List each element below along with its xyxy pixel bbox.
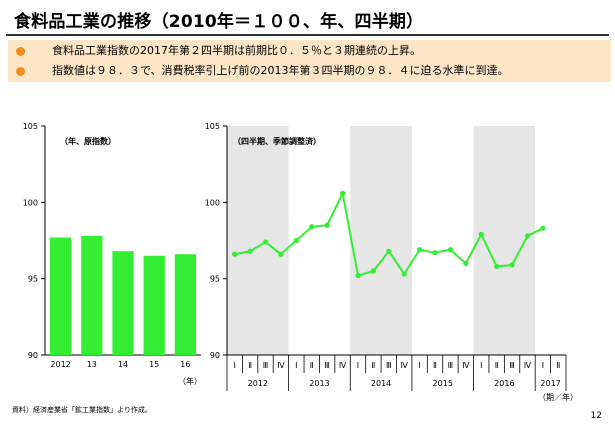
quarter-label: Ⅳ (277, 361, 285, 370)
y-tick-label: 95 (28, 275, 38, 284)
x-unit-label: （年） (178, 376, 202, 386)
year-label: 2017 (540, 379, 560, 388)
quarter-label: Ⅳ (524, 361, 532, 370)
data-point (309, 224, 315, 230)
quarter-label: Ⅳ (339, 361, 347, 370)
data-point (247, 248, 253, 254)
quarter-label: Ⅰ (295, 361, 297, 370)
quarter-label: Ⅲ (386, 361, 392, 370)
bar (174, 254, 197, 355)
data-point (293, 237, 299, 244)
quarter-label: Ⅱ (310, 361, 314, 370)
y-tick-label: 105 (23, 122, 38, 131)
bullet-text: 指数値は９８．３で、消費税率引上げ前の2013年第３四半期の９８．４に迫る水準に… (52, 64, 509, 77)
quarter-label: Ⅱ (433, 361, 437, 370)
bullet-dot-icon (16, 47, 25, 56)
year-label: 2012 (248, 379, 268, 388)
chart-annotation: （四半期、季節調整済） (233, 136, 321, 146)
year-label: 2013 (309, 379, 329, 388)
bar (112, 251, 134, 355)
y-tick-label: 100 (205, 198, 220, 207)
quarter-label: Ⅳ (401, 361, 409, 370)
data-point (524, 233, 531, 239)
data-point (463, 260, 469, 266)
data-point (386, 248, 392, 254)
quarter-label: Ⅳ (462, 361, 470, 370)
quarter-label: Ⅱ (556, 361, 560, 370)
year-label: 2015 (433, 379, 453, 388)
year-shade-band (227, 126, 289, 355)
x-tick-label: 2012 (50, 360, 70, 369)
x-tick-label: 13 (87, 360, 97, 369)
data-point (355, 273, 361, 279)
title-underline (6, 34, 609, 36)
summary-box: 食料品工業指数の2017年第２四半期は前期比０．５％と３期連続の上昇。 指数値は… (8, 40, 611, 82)
bar (49, 237, 72, 355)
slide-title: 食料品工業の推移（2010年＝１００、年、四半期） (14, 12, 424, 32)
data-point (417, 247, 423, 253)
y-tick-label: 95 (210, 275, 220, 284)
quarter-label: Ⅲ (509, 361, 515, 370)
x-unit-label: （期／年） (538, 392, 578, 402)
quarter-label: Ⅲ (324, 361, 330, 370)
page-number: 12 (590, 411, 602, 421)
year-label: 2016 (494, 379, 514, 388)
y-tick-label: 90 (28, 351, 38, 360)
quarter-label: Ⅱ (371, 361, 375, 370)
data-point (232, 251, 238, 257)
quarter-label: Ⅰ (542, 361, 544, 370)
quarter-label: Ⅲ (448, 361, 454, 370)
year-label: 2014 (371, 379, 391, 388)
x-tick-label: 15 (149, 360, 159, 369)
source-footnote: 資料）経済産業省「鉱工業指数」より作成。 (12, 406, 152, 414)
bullet-dot-icon (16, 67, 25, 76)
data-point (401, 271, 407, 277)
data-point (447, 247, 454, 253)
data-point (324, 222, 330, 228)
y-tick-label: 105 (205, 122, 220, 131)
quarter-label: Ⅰ (357, 361, 359, 370)
quarter-label: Ⅰ (234, 361, 236, 370)
data-point (339, 190, 346, 196)
quarter-label: Ⅲ (263, 361, 269, 370)
y-tick-label: 90 (210, 351, 220, 360)
bar (81, 235, 103, 355)
quarter-label: Ⅰ (418, 361, 420, 370)
x-tick-label: 16 (180, 360, 190, 369)
data-point (432, 250, 438, 256)
year-shade-band (350, 126, 412, 355)
data-point (262, 239, 269, 245)
bullet-text: 食料品工業指数の2017年第２四半期は前期比０．５％と３期連続の上昇。 (52, 44, 421, 57)
quarter-label: Ⅰ (480, 361, 482, 370)
data-point (509, 262, 515, 268)
chart-annotation: （年、原指数） (60, 136, 116, 146)
data-point (278, 251, 284, 257)
x-tick-label: 14 (118, 360, 128, 369)
data-point (478, 231, 484, 237)
bar (143, 255, 165, 355)
data-point (494, 263, 500, 270)
y-tick-label: 100 (23, 198, 38, 207)
data-point (370, 268, 376, 274)
quarter-label: Ⅱ (495, 361, 499, 370)
quarter-label: Ⅱ (248, 361, 252, 370)
data-point (540, 225, 546, 231)
